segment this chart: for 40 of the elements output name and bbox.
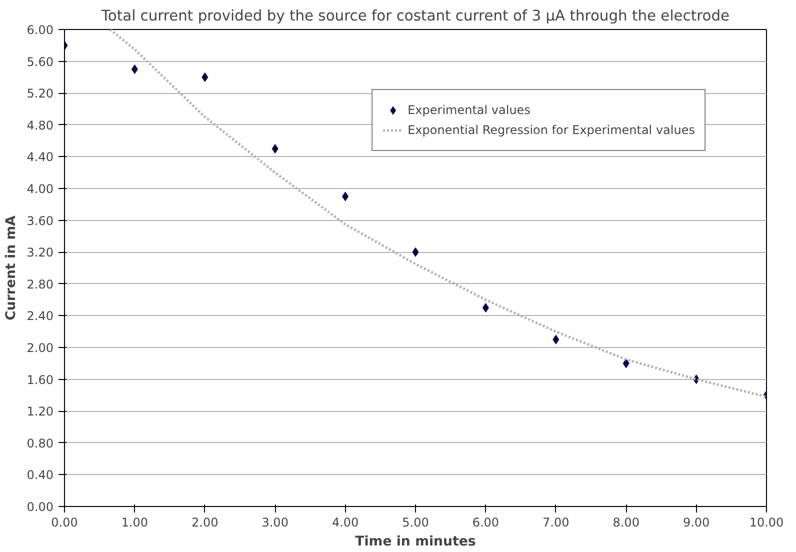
legend-label: Experimental values — [408, 103, 530, 117]
y-tick-label: 0.00 — [26, 500, 54, 514]
y-tick-label: 2.80 — [26, 277, 54, 292]
y-tick-label: 4.80 — [26, 118, 54, 132]
y-tick-label: 1.60 — [26, 372, 54, 387]
y-tick-label: 5.20 — [26, 86, 54, 101]
x-tick-label: 4.00 — [332, 516, 359, 530]
point — [552, 334, 560, 344]
y-tick-label: 3.60 — [26, 214, 54, 228]
x-axis-title: Time in minutes — [355, 534, 476, 550]
x-tick-label: 3.00 — [262, 516, 288, 530]
point — [202, 72, 208, 82]
x-tick-label: 10.00 — [749, 516, 784, 530]
y-tick-label: 2.00 — [26, 341, 54, 355]
point — [412, 247, 419, 257]
point — [131, 64, 138, 74]
y-tick-label: 6.00 — [26, 23, 54, 37]
point — [622, 358, 630, 368]
x-tick-label: 8.00 — [612, 516, 640, 530]
y-axis-title: Current in mA — [4, 214, 19, 320]
x-tick-label: 7.00 — [542, 516, 570, 530]
point — [342, 192, 349, 202]
point — [482, 303, 489, 312]
chart-title: Total current provided by the source for costant current of 3 µA through the electrode — [100, 8, 730, 24]
y-tick-label: 5.60 — [26, 54, 54, 69]
x-tick-label: 9.00 — [682, 516, 710, 530]
legend-label: Exponential Regression for Experimental values — [408, 123, 695, 137]
x-tick-label: 6.00 — [472, 516, 500, 530]
y-tick-label: 2.40 — [26, 309, 54, 324]
y-tick-label: 1.20 — [26, 404, 54, 419]
x-tick-label: 1.00 — [121, 516, 148, 530]
y-tick-label: 4.00 — [26, 182, 54, 196]
point — [272, 144, 278, 154]
x-tick-label: 2.00 — [192, 516, 218, 530]
y-tick-label: 0.40 — [26, 468, 54, 482]
y-tick-label: 0.80 — [26, 436, 54, 450]
x-tick-label: 0.00 — [51, 516, 78, 530]
y-tick-label: 3.20 — [26, 246, 54, 260]
x-tick-label: 5.00 — [402, 516, 429, 530]
y-tick-label: 4.40 — [26, 150, 54, 164]
